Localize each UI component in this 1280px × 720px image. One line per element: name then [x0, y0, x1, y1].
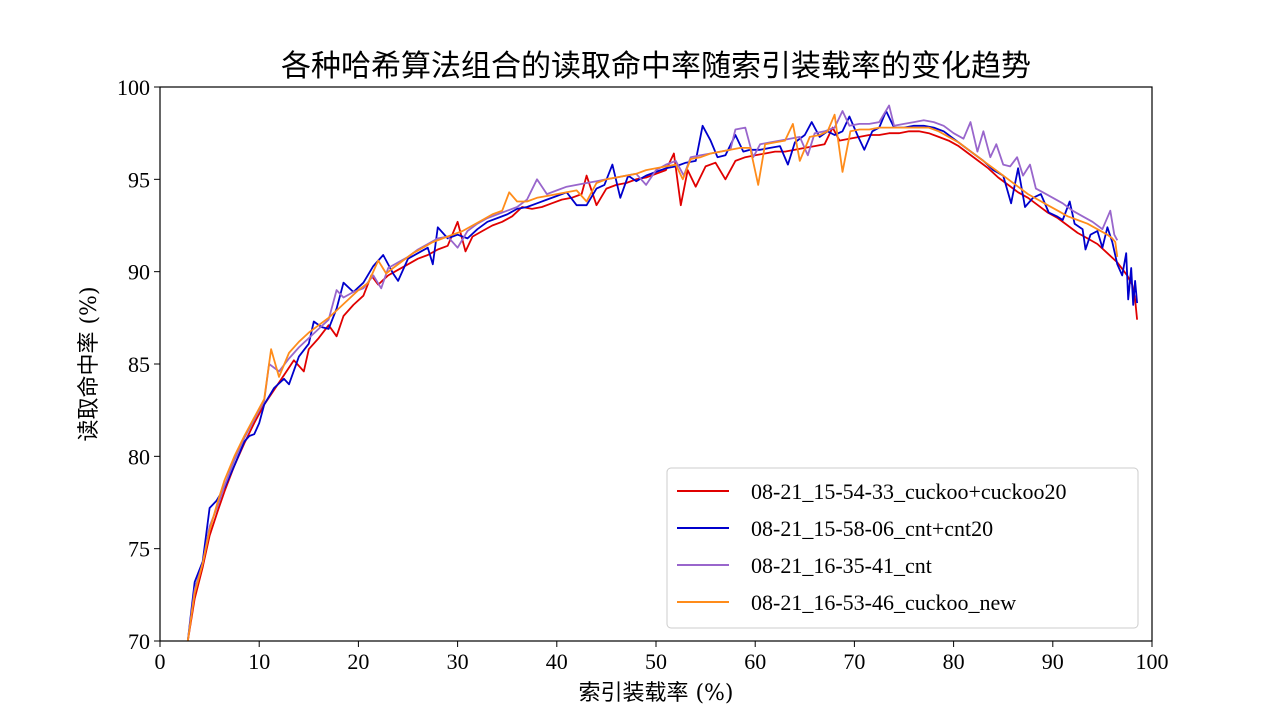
x-tick-label: 40	[546, 649, 568, 674]
y-axis-label: 读取命中率 (%)	[77, 286, 102, 441]
legend-label: 08-21_15-54-33_cuckoo+cuckoo20	[751, 479, 1066, 504]
x-tick-label: 30	[447, 649, 469, 674]
x-axis: 0 10 20 30 40 50 60 70 80 90 100	[155, 641, 1169, 674]
series-line-1	[186, 126, 1138, 641]
x-tick-label: 100	[1136, 649, 1169, 674]
y-tick-label: 100	[117, 75, 150, 100]
y-tick-label: 95	[128, 167, 150, 192]
y-tick-label: 70	[128, 629, 150, 654]
x-tick-label: 50	[645, 649, 667, 674]
plot-lines	[186, 104, 1138, 641]
x-tick-label: 60	[744, 649, 766, 674]
legend-label: 08-21_16-35-41_cnt	[751, 553, 932, 578]
legend: 08-21_15-54-33_cuckoo+cuckoo20 08-21_15-5…	[666, 467, 1139, 629]
chart-title: 各种哈希算法组合的读取命中率随索引装载率的变化趋势	[281, 49, 1031, 84]
series-line-2	[186, 110, 1138, 641]
legend-label: 08-21_15-58-06_cnt+cnt20	[751, 516, 993, 541]
x-tick-label: 80	[943, 649, 965, 674]
x-tick-label: 70	[843, 649, 865, 674]
series-line-4	[186, 113, 1119, 641]
legend-box	[666, 467, 1139, 629]
x-tick-label: 90	[1042, 649, 1064, 674]
x-tick-label: 10	[248, 649, 270, 674]
y-tick-label: 85	[128, 352, 150, 377]
x-tick-label: 20	[347, 649, 369, 674]
x-axis-label: 索引装载率 (%)	[578, 681, 733, 706]
y-tick-label: 75	[128, 537, 150, 562]
y-tick-label: 90	[128, 260, 150, 285]
x-tick-label: 0	[155, 649, 166, 674]
series-line-3	[186, 104, 1119, 641]
y-tick-label: 80	[128, 444, 150, 469]
legend-label: 08-21_16-53-46_cuckoo_new	[751, 590, 1016, 615]
y-axis: 70 75 80 85 90 95 100	[117, 75, 160, 654]
